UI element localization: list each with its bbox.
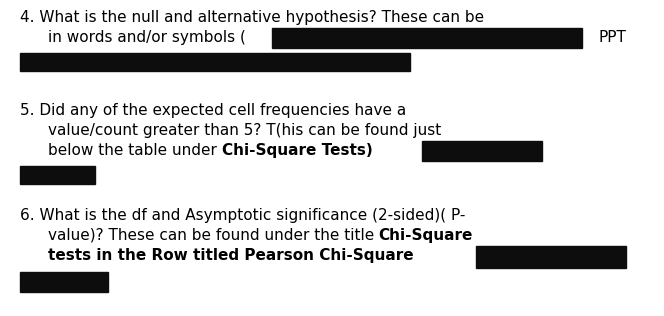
- Bar: [476, 246, 626, 268]
- Text: below the table under: below the table under: [48, 143, 222, 158]
- Bar: [272, 28, 582, 48]
- Text: 5. Did any of the expected cell frequencies have a: 5. Did any of the expected cell frequenc…: [20, 103, 406, 118]
- Bar: [20, 166, 95, 184]
- Text: 6. What is the df and Asymptotic significance (2-sided)( P-: 6. What is the df and Asymptotic signifi…: [20, 208, 465, 223]
- Text: Chi-Square: Chi-Square: [378, 228, 472, 243]
- Text: value)? These can be found under the title: value)? These can be found under the tit…: [48, 228, 379, 243]
- Text: Chi-Square Tests): Chi-Square Tests): [222, 143, 373, 158]
- Text: in words and/or symbols (: in words and/or symbols (: [48, 30, 246, 45]
- Bar: [20, 272, 108, 292]
- Text: PPT: PPT: [598, 30, 626, 45]
- Text: tests in the Row titled Pearson Chi-Square: tests in the Row titled Pearson Chi-Squa…: [48, 248, 414, 263]
- Text: value/count greater than 5? T(his can be found just: value/count greater than 5? T(his can be…: [48, 123, 442, 138]
- Text: 4. What is the null and alternative hypothesis? These can be: 4. What is the null and alternative hypo…: [20, 10, 484, 25]
- Bar: [20, 53, 410, 71]
- Bar: [422, 141, 542, 161]
